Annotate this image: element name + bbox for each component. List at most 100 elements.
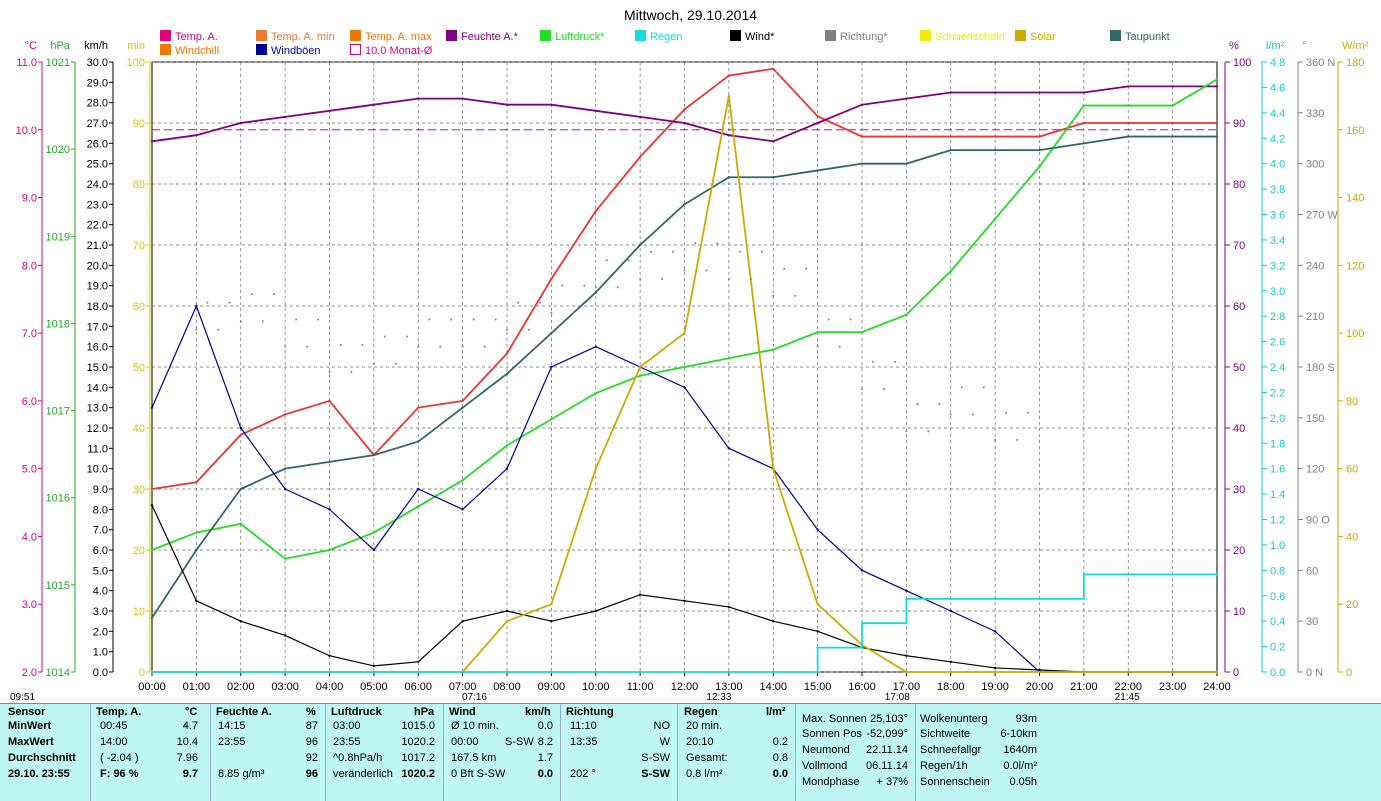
series-point-4 [727,605,731,609]
chart-title: Mittwoch, 29.10.2014 [623,7,758,23]
direction-point [960,386,963,389]
series-point-2 [1127,104,1130,107]
direction-point [672,250,675,253]
series-point-5 [372,548,376,552]
axis-pct-tick: 0 [1233,667,1239,679]
axis-wm2-unit: W/m² [1342,40,1369,52]
axis-min-unit: min [127,40,145,52]
series-point-6 [505,619,509,623]
series-point-4 [683,599,686,603]
axis-wm2-tick: 80 [1346,396,1358,408]
series-point-1 [150,140,154,143]
series-point-2 [905,313,908,316]
axis-kmh-tick: 27.0 [87,118,108,130]
axis-deg-tick: 210 [1306,311,1324,323]
stats-pressure-time: ^0.8hPa/h [333,752,383,764]
series-point-3 [949,148,952,152]
legend-swatch [160,30,171,41]
stats-wind-label: Ø 10 min. [451,720,499,732]
series-point-1 [328,109,331,113]
direction-point [494,318,497,321]
series-point-7 [195,670,198,674]
direction-point [927,430,930,433]
direction-point [650,250,653,253]
axis-kmh-tick: 8.0 [93,504,108,516]
direction-point [417,345,420,348]
direction-point [461,345,464,348]
axis-hpa-tick: 1018 [46,318,70,330]
axis-deg-tick: 90 O [1306,515,1330,527]
series-point-2 [683,365,686,369]
series-point-4 [816,630,819,633]
legend-item: Taupunkt [1110,30,1170,44]
series-point-1 [638,115,642,119]
stats-wind-dir: S-SW [505,736,534,748]
stats-direction-time: 202 ° [570,768,596,780]
series-point-2 [1038,165,1041,168]
series-point-5 [195,304,198,308]
axis-min-tick: 30 [133,484,145,496]
series-point-5 [594,345,597,348]
legend-item: Regen [635,30,682,44]
series-point-7 [239,670,242,674]
series-point-7 [816,646,819,649]
legend-item: Feuchte A.* [446,30,518,44]
x-tick-label: 05:00 [360,681,388,693]
series-point-7 [372,670,376,674]
axis-pct-tick: 60 [1233,301,1245,313]
series-point-3 [1127,135,1130,138]
series-point-2 [727,357,731,360]
axis-lm2-tick: 3.2 [1270,260,1285,272]
stats-pressure-unit: hPa [414,706,435,718]
series-point-1 [949,91,952,94]
series-point-0 [550,277,553,281]
legend-label: Regen [650,31,683,43]
series-point-3 [328,460,331,464]
series-point-7 [727,670,731,674]
stats-temp-value: 9.7 [182,768,198,780]
legend-item: Sonnenschein [920,30,1005,44]
direction-point [683,269,686,272]
stats-temp-time: F: 96 % [100,768,139,780]
series-point-0 [1215,121,1219,125]
direction-point [572,311,575,314]
series-point-1 [860,103,864,106]
axis-lm2-tick: 4.6 [1270,82,1285,94]
axis-kmh-tick: 28.0 [87,98,108,110]
series-point-1 [1215,85,1219,88]
axis-pct-tick: 70 [1233,240,1245,252]
series-point-7 [1127,573,1130,576]
series-point-4 [195,599,198,603]
axis-hpa-unit: hPa [50,40,70,52]
direction-point [439,345,442,348]
axis-lm2-tick: 0.4 [1270,616,1285,628]
series-point-0 [594,209,597,213]
axis-kmh-tick: 1.0 [93,647,108,659]
legend-item: Wind* [730,30,774,44]
direction-point [361,343,364,346]
axis-wm2-tick: 0 [1346,667,1352,679]
axis-lm2-tick: 1.2 [1270,515,1285,527]
series-point-0 [150,487,154,491]
x-tick-label: 22:00 [1114,681,1142,693]
series-point-1 [283,115,287,119]
series-point-2 [195,531,198,534]
x-tick-label: 16:00 [848,681,876,693]
direction-point [938,403,941,406]
stats-temp-value: 10.4 [176,736,198,748]
series-point-1 [195,134,198,137]
axis-kmh-tick: 18.0 [87,301,108,313]
axis-hpa-tick: 1017 [46,406,70,418]
sunrise-label: 07:16 [462,692,487,703]
stats-column [0,704,91,801]
stats-temp-value: 7.96 [176,752,198,764]
direction-point [1027,411,1030,414]
axis-celsius-tick: 10.0 [16,125,37,137]
axis-min-tick: 80 [133,179,145,191]
series-point-4 [328,654,331,657]
axis-celsius-tick: 4.0 [22,531,37,543]
stats-rain-label: 20:10 [686,736,714,748]
x-tick-label: 18:00 [937,681,965,693]
moonset-label: 21:45 [1115,692,1140,703]
stats-direction-header: Richtung [566,706,614,718]
